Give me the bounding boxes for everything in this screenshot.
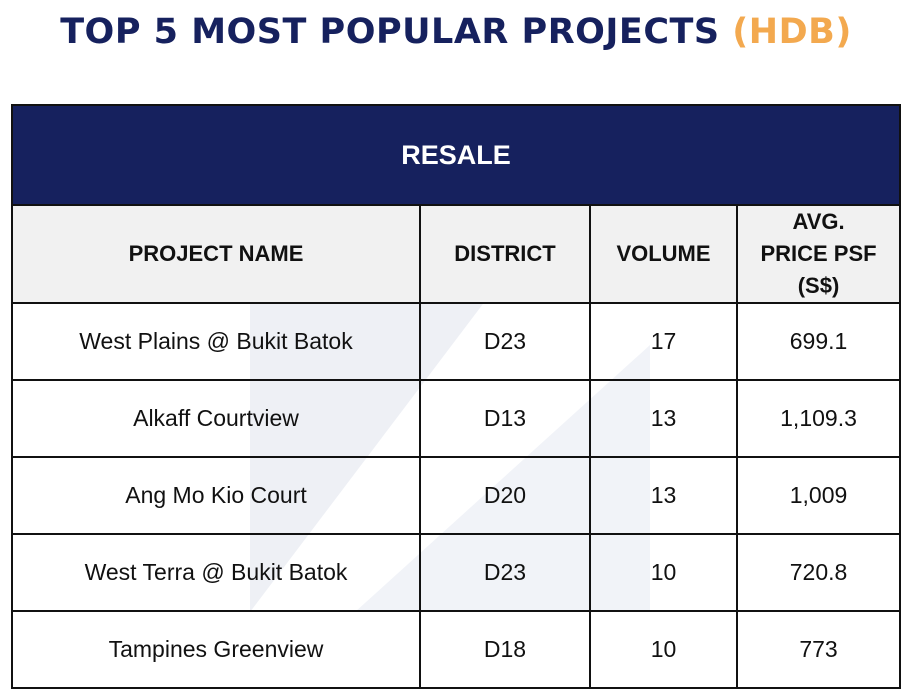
popular-projects-table: RESALE PROJECT NAME DISTRICT VOLUME AVG.… [10,104,902,689]
project-name-cell: West Plains @ Bukit Batok [11,302,421,381]
table-banner: RESALE [10,104,902,206]
volume-cell: 13 [589,379,738,458]
district-cell: D23 [419,302,591,381]
header-row: PROJECT NAME DISTRICT VOLUME AVG. PRICE … [11,204,902,304]
price-cell: 1,109.3 [735,379,902,458]
price-cell: 773 [735,610,902,689]
price-cell: 699.1 [735,302,902,381]
volume-cell: 17 [589,302,738,381]
district-cell: D18 [419,610,591,689]
column-header-district: DISTRICT [419,204,591,304]
district-cell: D23 [419,533,591,612]
project-name-cell: Tampines Greenview [11,610,421,689]
project-name-cell: Alkaff Courtview [11,379,421,458]
banner-row: RESALE [10,104,902,206]
table-row: Tampines Greenview D18 10 773 [11,610,902,689]
column-header-volume: VOLUME [589,204,738,304]
district-cell: D20 [419,456,591,535]
price-cell: 720.8 [735,533,902,612]
volume-cell: 10 [589,533,738,612]
table-row: West Plains @ Bukit Batok D23 17 699.1 [11,302,902,381]
project-name-cell: Ang Mo Kio Court [11,456,421,535]
volume-cell: 13 [589,456,738,535]
volume-cell: 10 [589,610,738,689]
table-container: RESALE PROJECT NAME DISTRICT VOLUME AVG.… [10,104,902,689]
column-header-project-name: PROJECT NAME [11,204,421,304]
price-cell: 1,009 [735,456,902,535]
table-row: Alkaff Courtview D13 13 1,109.3 [11,379,902,458]
project-name-cell: West Terra @ Bukit Batok [11,533,421,612]
title-accent: (HDB) [732,12,852,52]
district-cell: D13 [419,379,591,458]
title-main: TOP 5 MOST POPULAR PROJECTS [60,12,720,52]
table-row: West Terra @ Bukit Batok D23 10 720.8 [11,533,902,612]
page-title: TOP 5 MOST POPULAR PROJECTS (HDB) [0,12,912,52]
column-header-avg-price: AVG. PRICE PSF (S$) [735,204,902,304]
table-row: Ang Mo Kio Court D20 13 1,009 [11,456,902,535]
